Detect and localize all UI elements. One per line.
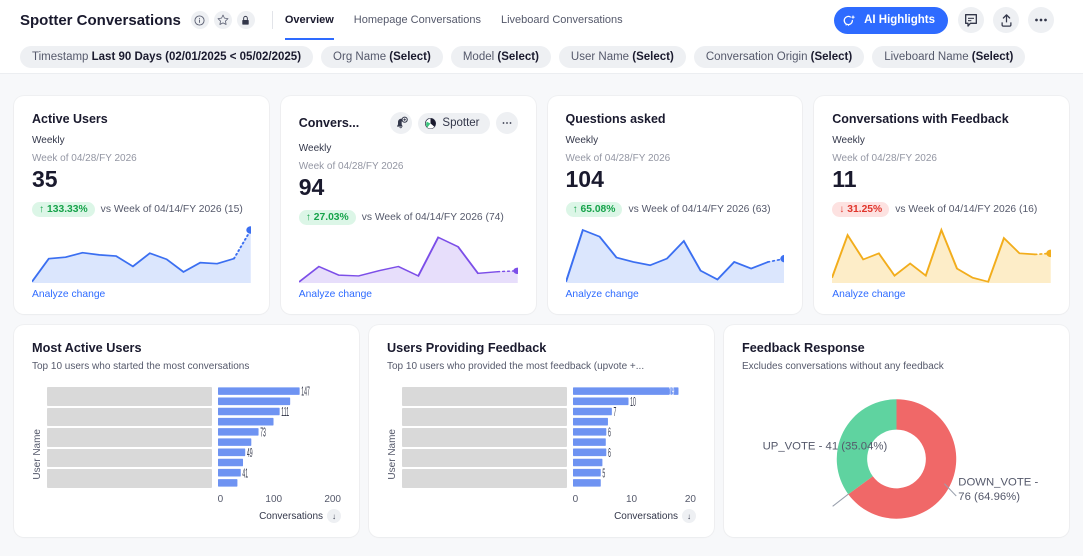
svg-text:111: 111	[281, 406, 289, 420]
svg-text:73: 73	[260, 426, 266, 440]
svg-text:147: 147	[301, 385, 310, 399]
svg-text:DOWN_VOTE -: DOWN_VOTE -	[958, 477, 1038, 489]
svg-text:76 (64.96%): 76 (64.96%)	[958, 491, 1020, 503]
svg-text:19: 19	[668, 385, 674, 399]
svg-text:5: 5	[602, 467, 605, 481]
svg-text:6: 6	[608, 446, 611, 460]
svg-text:41: 41	[242, 467, 248, 481]
svg-text:49: 49	[246, 446, 252, 460]
svg-text:7: 7	[613, 406, 616, 420]
svg-text:UP_VOTE - 41 (35.04%): UP_VOTE - 41 (35.04%)	[763, 441, 888, 453]
svg-text:6: 6	[608, 426, 611, 440]
svg-text:10: 10	[630, 395, 636, 409]
